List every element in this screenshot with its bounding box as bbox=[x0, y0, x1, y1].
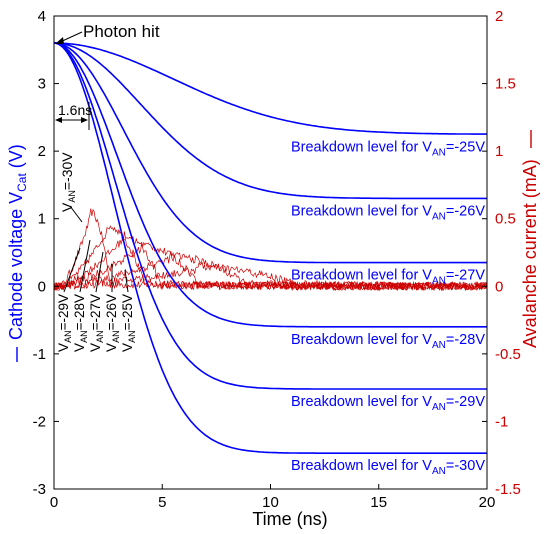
van-rotated-label: VAN=-26V bbox=[104, 294, 121, 352]
y-left-tick-label: -1 bbox=[33, 346, 46, 363]
y-right-title-text: Avalanche current (mA) bbox=[520, 159, 540, 348]
delay-arrowhead-right bbox=[81, 117, 88, 123]
y-left-tick-label: 2 bbox=[38, 143, 46, 160]
current-curve-van28 bbox=[54, 231, 487, 292]
y-right-tick-label: 1.5 bbox=[495, 76, 516, 93]
y-right-tick-label: -1 bbox=[495, 413, 508, 430]
y-right-tick-label: 1 bbox=[495, 143, 503, 160]
breakdown-label: Breakdown level for VAN=-29V bbox=[291, 394, 485, 413]
y-right-tick-label: 2 bbox=[495, 8, 503, 25]
y-right-tick-label: -0.5 bbox=[495, 346, 521, 363]
delay-arrowhead-left bbox=[55, 117, 62, 123]
breakdown-labels: Breakdown level for VAN=-25V Breakdown le… bbox=[291, 139, 485, 477]
breakdown-label: Breakdown level for VAN=-27V bbox=[291, 268, 485, 287]
delay-label: 1.6ns bbox=[58, 102, 92, 118]
van-rotated-label: VAN=-28V bbox=[72, 294, 89, 352]
y-left-tick-label: 1 bbox=[38, 211, 46, 228]
y-left-tick-label: 0 bbox=[38, 278, 46, 295]
y-left-title-main: Cathode voltage V bbox=[6, 192, 26, 340]
photon-hit-arrowhead bbox=[55, 37, 64, 44]
y-left-tick-label: 4 bbox=[38, 8, 46, 25]
voltage-curve-van27 bbox=[54, 42, 487, 264]
voltage-curve-van30 bbox=[54, 42, 487, 454]
voltage-series-group bbox=[54, 42, 487, 454]
x-tick-label: 0 bbox=[50, 494, 58, 511]
y-right-tick-label: 0 bbox=[495, 278, 503, 295]
breakdown-label: Breakdown level for VAN=-30V bbox=[291, 458, 485, 477]
y-left-tick-label: -2 bbox=[33, 413, 46, 430]
y-left-title-unit: (V) bbox=[6, 144, 26, 173]
breakdown-label: Breakdown level for VAN=-26V bbox=[291, 203, 485, 222]
voltage-curve-van25 bbox=[54, 42, 487, 135]
annotations: Photon hit 1.6ns VAN=-30V bbox=[53, 22, 160, 223]
van-label-pointer bbox=[124, 269, 129, 293]
x-axis-title: Time (ns) bbox=[252, 509, 327, 529]
van-rotated-label: VAN=-25V bbox=[120, 294, 137, 352]
current-curve-van26 bbox=[54, 251, 487, 291]
y-right-axis-title: Avalanche current (mA) bbox=[520, 130, 540, 348]
van-rotated-label: VAN=-27V bbox=[88, 294, 105, 352]
x-tick-label: 5 bbox=[158, 494, 166, 511]
y-left-tick-label: -3 bbox=[33, 481, 46, 498]
van-30-peak-pointer bbox=[69, 205, 83, 223]
y-left-axis-title: Cathode voltage VCat (V) bbox=[6, 144, 29, 362]
x-tick-label: 10 bbox=[262, 494, 279, 511]
y-left-tick-label: 3 bbox=[38, 76, 46, 93]
svg-text:Cathode voltage VCat (V): Cathode voltage VCat (V) bbox=[6, 144, 29, 340]
x-tick-label: 15 bbox=[370, 494, 387, 511]
breakdown-label: Breakdown level for VAN=-25V bbox=[291, 139, 485, 158]
van-label-pointer bbox=[79, 239, 91, 293]
van-rotated-label: VAN=-29V bbox=[56, 294, 73, 352]
voltage-curve-van28 bbox=[54, 42, 487, 328]
plot-frame bbox=[53, 15, 488, 490]
x-tick-label: 20 bbox=[479, 494, 496, 511]
voltage-curve-van29 bbox=[54, 42, 487, 390]
y-left-title-sub: Cat bbox=[15, 173, 29, 192]
photon-hit-label: Photon hit bbox=[83, 22, 160, 41]
voltage-curve-van26 bbox=[54, 42, 487, 200]
van-label-pointer bbox=[63, 247, 81, 293]
y-right-tick-label: 0.5 bbox=[495, 211, 516, 228]
breakdown-label: Breakdown level for VAN=-28V bbox=[291, 332, 485, 351]
y-right-tick-label: -1.5 bbox=[495, 481, 521, 498]
van-label-pointer bbox=[95, 251, 104, 293]
van-30-peak-label: VAN=-30V bbox=[59, 152, 77, 212]
